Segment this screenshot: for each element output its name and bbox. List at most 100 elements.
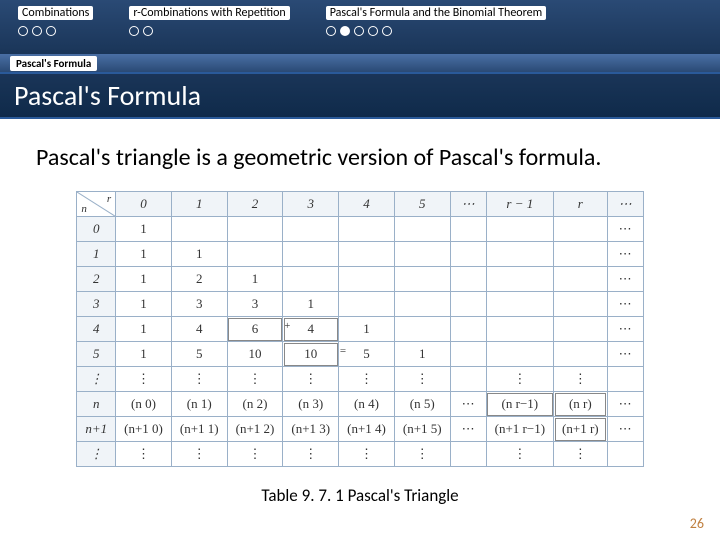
nav-section-combinations[interactable]: Combinations (0, 6, 111, 36)
table-row: n+1(n+1 0)(n+1 1)(n+1 2)(n+1 3)(n+1 4)(n… (77, 417, 643, 442)
dot-icon (368, 26, 378, 36)
table-cell (554, 342, 608, 367)
nav-section-rcomb[interactable]: r-Combinations with Repetition (111, 6, 307, 36)
table-cell: (n+1 5) (394, 417, 450, 442)
table-row: 414641⋯ (77, 317, 643, 342)
progress-dots (129, 26, 289, 36)
table-cell: ⋮ (394, 367, 450, 392)
page-number: 26 (690, 515, 704, 532)
table-cell: 1 (339, 317, 395, 342)
table-cell: 4 (171, 317, 227, 342)
table-cell: (n 2) (227, 392, 283, 417)
table-row: 515101051⋯ (77, 342, 643, 367)
table-row: ⋮⋮⋮⋮⋮⋮⋮⋮⋮ (77, 442, 643, 467)
title-bar: Pascal's Formula (0, 72, 720, 119)
col-header: 0 (116, 192, 172, 217)
table-cell: (n 1) (171, 392, 227, 417)
body-text: Pascal's triangle is a geometric version… (0, 119, 720, 181)
table-cell: 10 (227, 342, 283, 367)
table-cell: (n+1 0) (116, 417, 172, 442)
progress-dots (18, 26, 93, 36)
col-header: r − 1 (486, 192, 553, 217)
table-cell: 3 (227, 292, 283, 317)
top-nav: Combinations r-Combinations with Repetit… (0, 0, 720, 54)
dot-icon (354, 26, 364, 36)
table-row: 01⋯ (77, 217, 643, 242)
pascal-table: r n 0 1 2 3 4 5 ⋯ r − 1 r ⋯ 01⋯111⋯2121⋯… (76, 191, 643, 467)
table-cell: 1 (116, 292, 172, 317)
table-cell (486, 292, 553, 317)
table-cell (554, 242, 608, 267)
table-header-row: r n 0 1 2 3 4 5 ⋯ r − 1 r ⋯ (77, 192, 643, 217)
col-header: ⋯ (607, 192, 643, 217)
row-header: 5 (77, 342, 116, 367)
table-cell: 1 (394, 342, 450, 367)
row-header: 2 (77, 267, 116, 292)
table-cell: 3 (171, 292, 227, 317)
table-cell: ⋮ (283, 367, 339, 392)
table-cell: ⋮ (486, 367, 553, 392)
table-cell (486, 342, 553, 367)
nav-label: r-Combinations with Repetition (129, 6, 289, 20)
table-cell (227, 217, 283, 242)
pascal-table-wrap: r n 0 1 2 3 4 5 ⋯ r − 1 r ⋯ 01⋯111⋯2121⋯… (0, 181, 720, 467)
table-cell (607, 442, 643, 467)
row-header: ⋮ (77, 367, 116, 392)
sub-tab[interactable]: Pascal's Formula (10, 56, 97, 71)
table-cell (486, 242, 553, 267)
table-cell: ⋮ (283, 442, 339, 467)
table-cell: 1 (283, 292, 339, 317)
table-cell (339, 292, 395, 317)
table-cell: ⋮ (171, 367, 227, 392)
table-cell (554, 267, 608, 292)
table-cell (450, 267, 486, 292)
sub-header: Pascal's Formula (0, 54, 720, 72)
table-cell: 1 (116, 217, 172, 242)
table-cell: 1 (116, 242, 172, 267)
table-row: n(n 0)(n 1)(n 2)(n 3)(n 4)(n 5)⋯(n r−1)(… (77, 392, 643, 417)
dot-icon (129, 26, 139, 36)
table-cell: (n r−1) (486, 392, 553, 417)
table-cell (486, 267, 553, 292)
table-cell (394, 242, 450, 267)
table-cell (394, 317, 450, 342)
table-row: 111⋯ (77, 242, 643, 267)
nav-label: Combinations (18, 6, 93, 20)
table-cell: ⋯ (450, 417, 486, 442)
table-row: 31331⋯ (77, 292, 643, 317)
table-cell: ⋯ (607, 267, 643, 292)
table-cell: ⋮ (227, 442, 283, 467)
table-cell: ⋯ (450, 392, 486, 417)
r-axis-label: r (107, 193, 111, 205)
corner-cell: r n (77, 192, 116, 217)
table-cell: ⋮ (116, 442, 172, 467)
nav-label: Pascal's Formula and the Binomial Theore… (326, 6, 546, 20)
table-cell: ⋮ (227, 367, 283, 392)
table-cell: ⋮ (116, 367, 172, 392)
table-cell: (n+1 1) (171, 417, 227, 442)
nav-section-pascal[interactable]: Pascal's Formula and the Binomial Theore… (308, 6, 564, 36)
table-cell: ⋮ (394, 442, 450, 467)
table-cell: ⋯ (607, 417, 643, 442)
table-cell (171, 217, 227, 242)
col-header: ⋯ (450, 192, 486, 217)
table-cell: ⋮ (554, 367, 608, 392)
table-cell (554, 217, 608, 242)
table-cell (486, 217, 553, 242)
table-cell: ⋮ (339, 442, 395, 467)
table-cell: ⋯ (607, 217, 643, 242)
table-cell (554, 317, 608, 342)
table-cell: 5 (171, 342, 227, 367)
table-cell: (n+1 2) (227, 417, 283, 442)
row-header: ⋮ (77, 442, 116, 467)
table-cell: (n 3) (283, 392, 339, 417)
table-cell: 1 (116, 342, 172, 367)
table-cell: (n+1 r) (554, 417, 608, 442)
table-row: ⋮⋮⋮⋮⋮⋮⋮⋮⋮ (77, 367, 643, 392)
table-cell: (n 4) (339, 392, 395, 417)
table-cell: 1 (116, 317, 172, 342)
dot-icon (382, 26, 392, 36)
dot-icon (46, 26, 56, 36)
table-cell (554, 292, 608, 317)
n-axis-label: n (81, 203, 87, 215)
